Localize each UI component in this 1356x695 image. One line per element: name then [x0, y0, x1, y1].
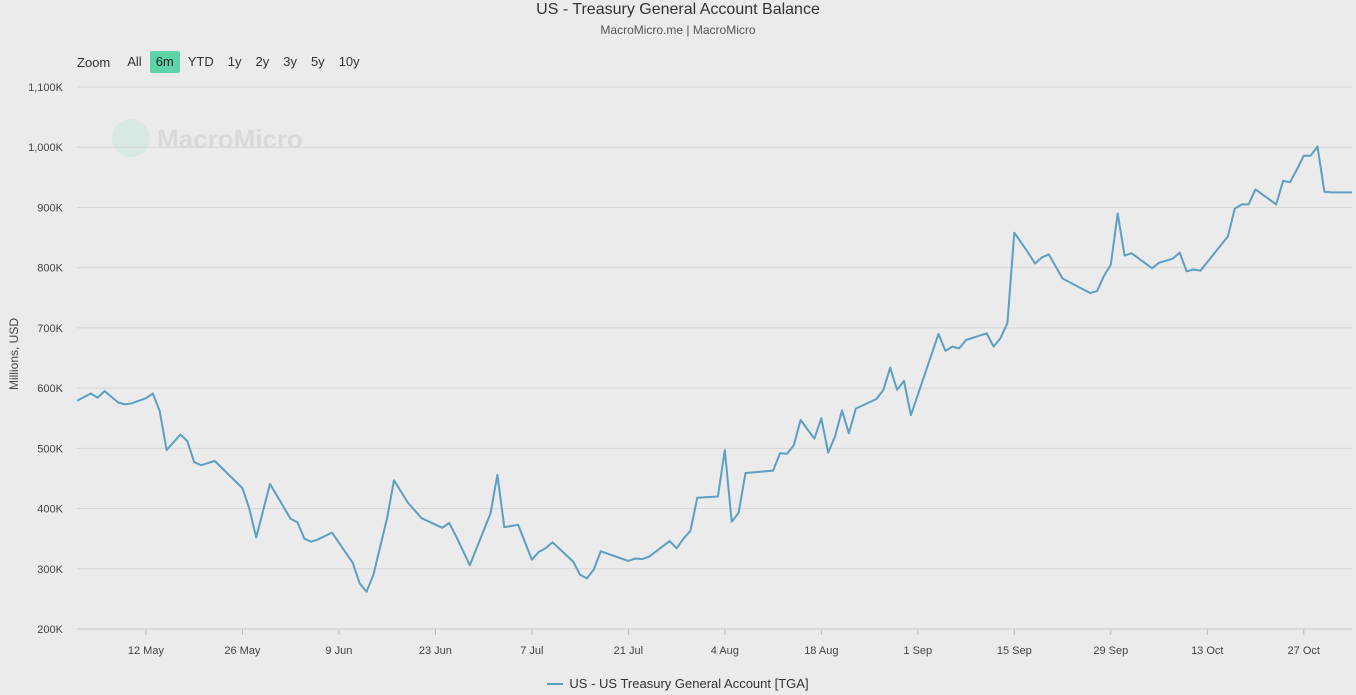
- range-button-all[interactable]: All: [127, 54, 142, 69]
- x-tick-label: 12 May: [128, 645, 165, 657]
- y-tick-label: 400K: [37, 504, 63, 516]
- x-tick-label: 29 Sep: [1093, 645, 1128, 657]
- y-tick-label: 300K: [37, 564, 63, 576]
- legend-swatch: [547, 682, 564, 685]
- y-tick-label: 600K: [37, 383, 63, 395]
- x-tick-label: 26 May: [224, 645, 261, 657]
- x-tick-label: 4 Aug: [711, 645, 739, 657]
- y-tick-label: 800K: [37, 263, 63, 275]
- x-tick-label: 9 Jun: [325, 645, 352, 657]
- range-button-1y[interactable]: 1y: [227, 54, 242, 69]
- x-tick-label: 15 Sep: [997, 645, 1032, 657]
- watermark-logo-icon: [112, 119, 150, 157]
- watermark: MacroMicro: [112, 119, 303, 157]
- chart-subtitle: MacroMicro.me | MacroMicro: [600, 23, 756, 37]
- x-tick-label: 18 Aug: [804, 645, 838, 657]
- legend[interactable]: US - US Treasury General Account [TGA]: [0, 676, 1356, 691]
- x-tick-label: 21 Jul: [614, 645, 643, 657]
- range-button-10y[interactable]: 10y: [338, 54, 360, 69]
- x-tick-label: 23 Jun: [419, 645, 452, 657]
- y-tick-label: 200K: [37, 624, 63, 636]
- range-button-5y[interactable]: 5y: [310, 54, 325, 69]
- legend-label: US - US Treasury General Account [TGA]: [569, 676, 809, 691]
- y-tick-label: 900K: [37, 202, 63, 214]
- x-tick-label: 1 Sep: [903, 645, 932, 657]
- range-button-6m[interactable]: 6m: [149, 51, 180, 73]
- range-selector: Zoom All 6m YTD 1y 2y 3y 5y 10y: [72, 51, 368, 73]
- y-tick-label: 700K: [37, 323, 63, 335]
- zoom-label: Zoom: [77, 54, 111, 70]
- x-tick-label: 7 Jul: [520, 645, 543, 657]
- x-tick-label: 27 Oct: [1288, 645, 1320, 657]
- watermark-text: MacroMicro: [157, 124, 303, 154]
- chart-title: US - Treasury General Account Balance: [536, 1, 820, 18]
- range-button-3y[interactable]: 3y: [283, 54, 297, 69]
- series-line-tga[interactable]: [76, 145, 1352, 593]
- range-button-2y[interactable]: 2y: [255, 54, 270, 69]
- y-tick-label: 500K: [37, 443, 63, 455]
- x-tick-label: 13 Oct: [1191, 645, 1223, 657]
- y-tick-label: 1,000K: [28, 142, 64, 154]
- y-tick-label: 1,100K: [28, 82, 64, 94]
- range-button-ytd[interactable]: YTD: [187, 54, 214, 69]
